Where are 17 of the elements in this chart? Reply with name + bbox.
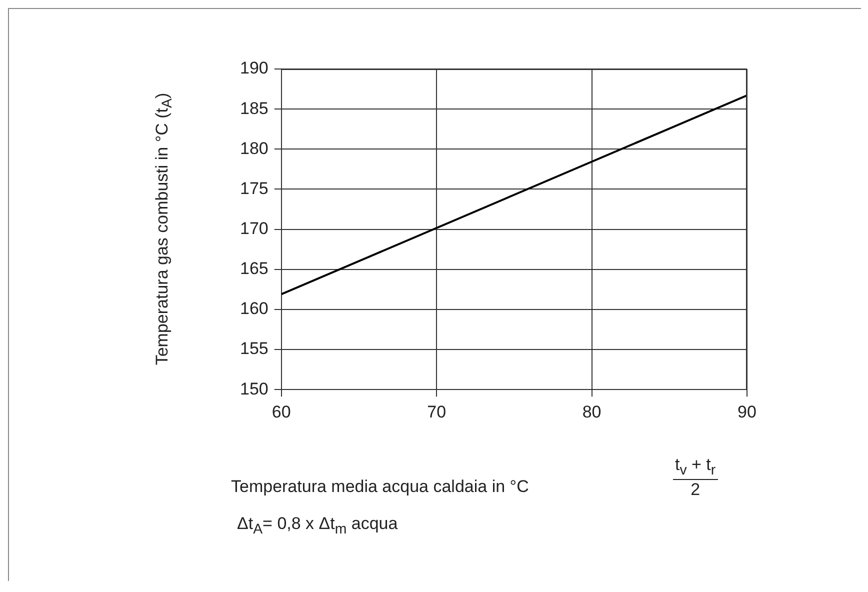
y-tick-label: 160 — [240, 299, 268, 318]
x-tick-label: 80 — [582, 402, 602, 422]
x-tick-label: 70 — [427, 402, 446, 422]
x-axis-title: Temperatura media acqua caldaia in °C — [231, 477, 529, 497]
y-tick-label: 175 — [240, 178, 268, 198]
text: t$_{v}$ + t$_{r}$ — [673, 455, 718, 480]
y-tick-label: 155 — [240, 339, 268, 358]
x-tick-label: 90 — [738, 402, 756, 422]
y-tick-label: 165 — [240, 259, 268, 278]
x-tick-label: 60 — [272, 402, 291, 422]
text: Δt$_{A}$= 0,8 x Δt$_{m}$ acqua — [237, 514, 398, 538]
y-tick-label: 190 — [240, 58, 268, 78]
y-tick-label: 185 — [240, 98, 268, 118]
y-tick-label: 150 — [240, 379, 268, 398]
text: 2 — [690, 480, 702, 500]
y-tick-label: 180 — [240, 138, 268, 158]
y-tick-label: 170 — [240, 218, 268, 238]
